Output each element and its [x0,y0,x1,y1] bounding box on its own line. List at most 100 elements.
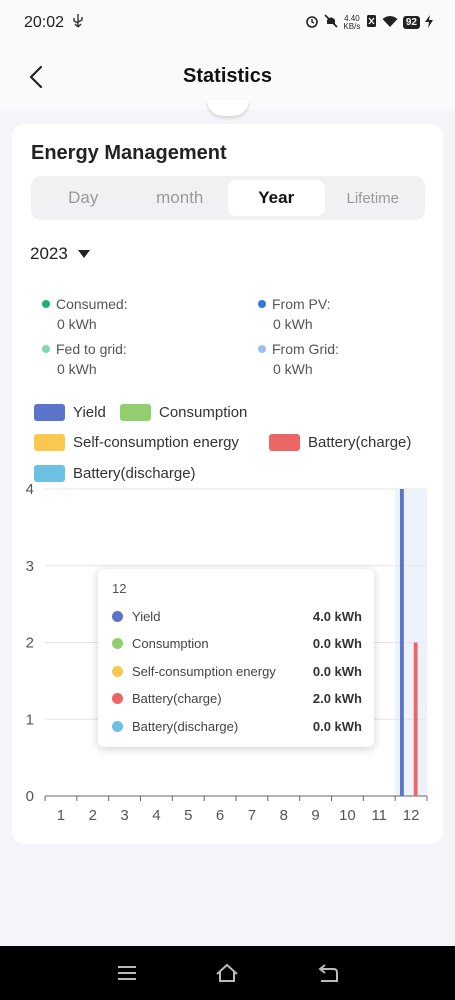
legend-label: Battery(charge) [308,434,412,451]
system-nav-bar [0,946,455,1000]
tab-day[interactable]: Day [68,188,99,207]
x-tick-label: 6 [216,807,224,824]
y-tick-label: 4 [26,481,34,498]
year-value: 2023 [30,244,68,263]
legend-label: Battery(discharge) [73,465,196,482]
x-tick-label: 12 [403,807,420,824]
x-tick-label: 11 [371,807,387,824]
stat-consumed: Consumed: 0 kWh [42,296,128,332]
page-title: Statistics [183,65,272,87]
charging-icon [425,14,433,31]
return-icon [318,964,338,982]
bar [399,489,404,796]
legend-item-self-consumption[interactable]: Self-consumption energy [34,434,239,451]
tab-month[interactable]: month [156,188,204,207]
home-button[interactable] [215,961,239,985]
stat-dot [258,300,266,308]
legend-swatch [34,465,65,482]
x-tick-label: 4 [152,807,160,824]
wifi-icon [382,15,398,31]
x-tick-label: 9 [311,807,319,824]
tooltip-row-battery-charge: Battery(charge) 2.0 kWh [112,688,362,708]
tooltip-dot [112,720,123,732]
stat-label: From PV: [272,296,331,312]
legend-swatch [120,404,151,421]
stat-value: 0 kWh [57,316,97,332]
tooltip-dot [112,692,123,704]
x-tick-label: 7 [248,807,256,824]
stat-value: 0 kWh [273,361,313,377]
legend-swatch [34,404,65,421]
chart-tooltip: 12 Yield 4.0 kWh Consumption 0.0 kWh Self-… [98,569,374,747]
stat-label: From Grid: [272,341,339,357]
year-selector[interactable]: 2023 [30,244,90,264]
tooltip-row-yield: Yield 4.0 kWh [112,606,362,626]
tooltip-series-name: Battery(discharge) [132,718,239,734]
tooltip-row-self-consumption: Self-consumption energy 0.0 kWh [112,661,362,681]
stat-dot [42,300,50,308]
y-tick-label: 3 [26,558,34,575]
menu-button[interactable] [115,961,139,985]
stat-dot [42,345,50,353]
tab-year[interactable]: Year [228,180,325,216]
x-tick-label: 1 [57,807,65,824]
legend-label: Self-consumption energy [73,434,239,451]
usb-icon [72,13,84,33]
tooltip-series-value: 0.0 kWh [312,663,362,679]
tooltip-title: 12 [112,581,127,596]
legend-swatch [269,434,300,451]
legend-label: Consumption [159,404,248,421]
tooltip-series-value: 0.0 kWh [312,635,362,651]
home-icon [216,963,238,982]
y-tick-label: 1 [26,711,34,728]
x-tick-label: 10 [339,807,356,824]
x-tick-label: 3 [120,807,128,824]
menu-icon [118,966,136,980]
tooltip-series-name: Consumption [132,635,209,651]
status-time: 20:02 [24,14,65,31]
tooltip-series-value: 2.0 kWh [312,690,362,706]
status-icons: 4.40 KB/s 92 [305,14,433,31]
tab-lifetime[interactable]: Lifetime [346,189,400,207]
stat-label: Fed to grid: [56,341,127,357]
x-tick-label: 2 [89,807,97,824]
legend-item-consumption[interactable]: Consumption [120,404,247,421]
card-title: Energy Management [31,142,227,164]
stat-from-grid: From Grid: 0 kWh [258,341,339,377]
battery-level: 92 [402,16,420,29]
bar [413,642,418,796]
tooltip-series-name: Battery(charge) [132,690,222,706]
sim-off-icon [366,14,377,31]
x-tick-label: 8 [280,807,288,824]
tooltip-series-value: 0.0 kWh [312,718,362,734]
status-bar: 20:02 4.40 KB/s 92 [0,0,455,48]
tooltip-dot [112,610,123,622]
back-nav-button[interactable] [316,961,340,985]
stat-value: 0 kWh [57,361,97,377]
net-speed: 4.40 KB/s [343,13,361,31]
y-tick-label: 2 [26,635,34,652]
mute-icon [324,14,338,31]
net-speed-unit: KB/s [343,21,361,31]
pull-refresh-indicator [207,100,249,116]
header: Statistics [0,48,455,110]
back-button[interactable] [22,62,52,92]
stat-fed-to-grid: Fed to grid: 0 kWh [42,341,127,377]
tooltip-dot [112,665,123,677]
legend-item-yield[interactable]: Yield [34,404,106,421]
tooltip-row-battery-discharge: Battery(discharge) 0.0 kWh [112,716,362,736]
stat-dot [258,345,266,353]
tooltip-series-name: Self-consumption energy [132,663,276,679]
stat-label: Consumed: [56,296,128,312]
legend-label: Yield [73,404,106,421]
tooltip-series-value: 4.0 kWh [312,608,362,624]
stat-value: 0 kWh [273,316,313,332]
y-tick-label: 0 [26,788,34,805]
legend-item-battery-charge[interactable]: Battery(charge) [269,434,411,451]
stat-from-pv: From PV: 0 kWh [258,296,331,332]
period-tabs: Day month Year Lifetime [31,176,425,220]
legend-item-battery-discharge[interactable]: Battery(discharge) [34,465,196,482]
legend-swatch [34,434,65,451]
net-speed-value: 4.40 [344,13,360,23]
